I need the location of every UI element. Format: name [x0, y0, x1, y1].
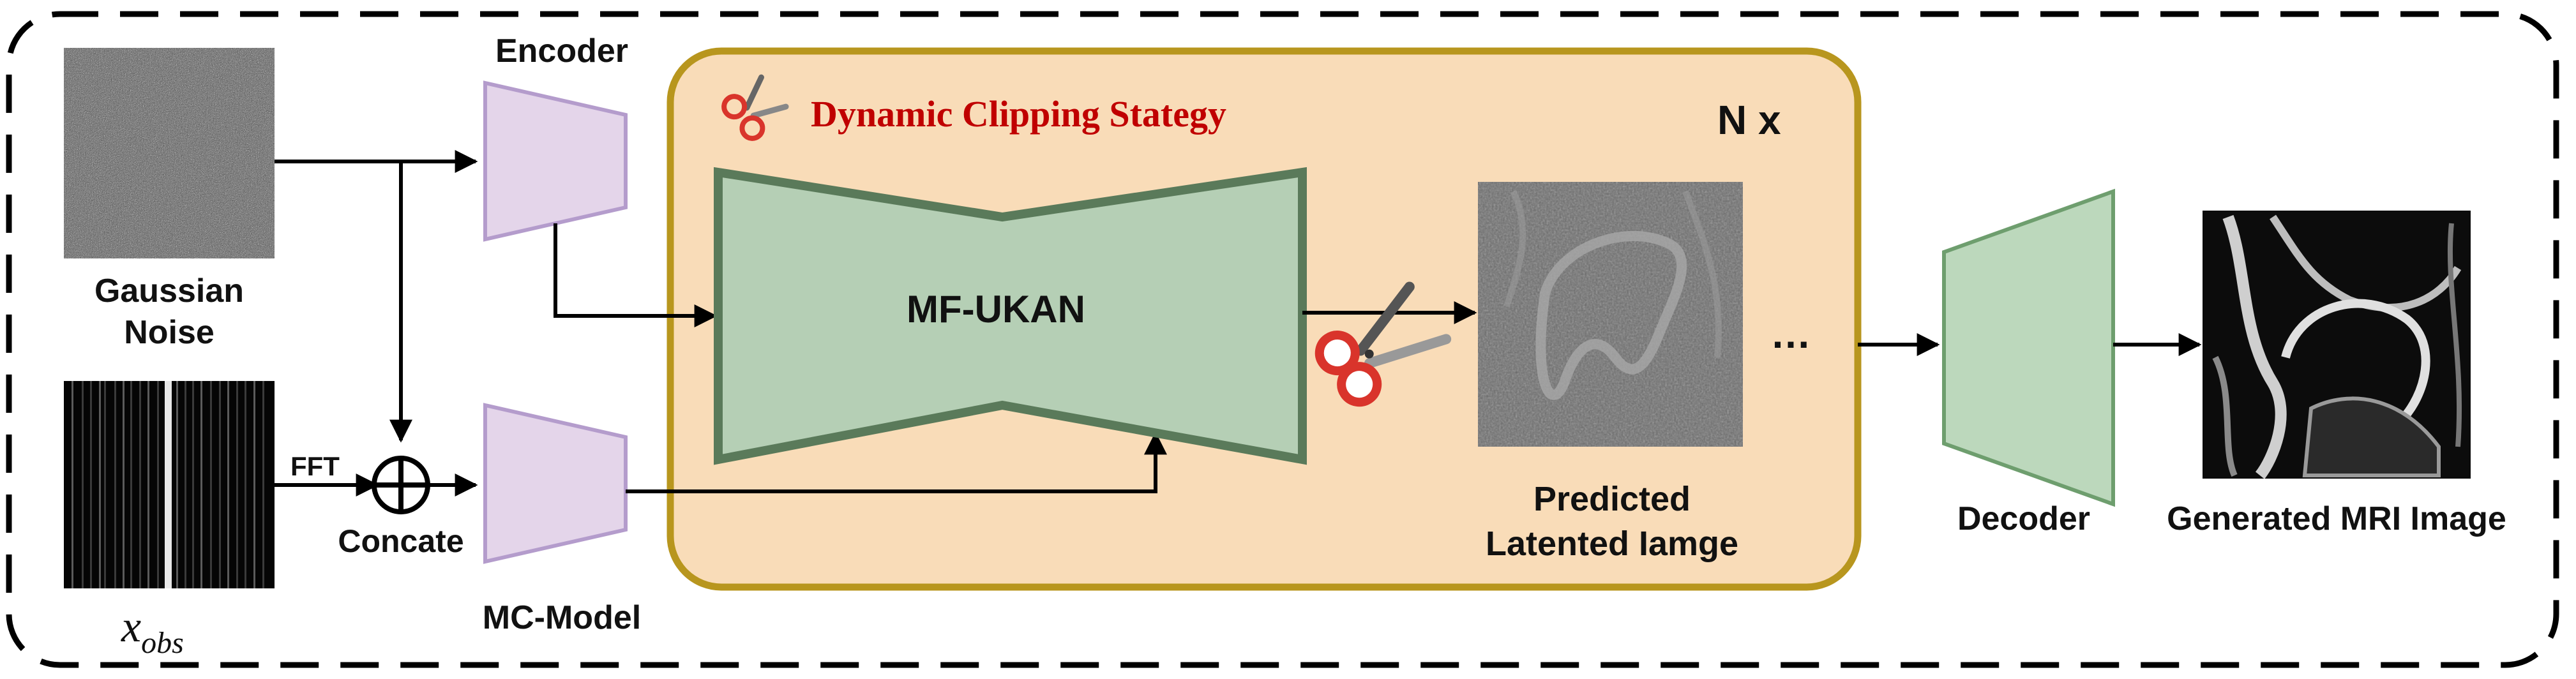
concat-circle-icon [372, 456, 430, 514]
gaussian-label-line2: Noise [124, 314, 215, 351]
mc-model-block [483, 403, 628, 564]
kspace-image [64, 381, 275, 588]
predicted-label-line2: Latented Iamge [1486, 525, 1738, 563]
predicted-latent-image [1478, 182, 1743, 447]
mf-ukan-block [714, 167, 1307, 465]
x-obs-label: xobs [121, 602, 184, 660]
concate-label: Concate [338, 523, 463, 559]
encoder-label: Encoder [495, 33, 628, 70]
arrow-encoder-to-ukan [554, 223, 718, 327]
mc-model-label: MC-Model [483, 599, 641, 636]
fft-label: FFT [290, 451, 340, 481]
decoder-block [1942, 188, 2115, 507]
gaussian-noise-image [64, 48, 275, 258]
decoder-label: Decoder [1957, 500, 2090, 537]
clipping-title: Dynamic Clipping Stategy [811, 93, 1226, 135]
mf-ukan-label: MF-UKAN [907, 288, 1085, 331]
scissors-icon [721, 74, 789, 141]
generated-label: Generated MRI Image [2167, 500, 2506, 537]
ellipsis: … [1770, 311, 1811, 357]
encoder-block [483, 80, 628, 242]
outer-frame [6, 11, 2559, 668]
generated-mri-image [2203, 211, 2471, 479]
predicted-label-line1: Predicted [1533, 480, 1691, 518]
repeat-label: N x [1717, 97, 1781, 143]
gaussian-label-line1: Gaussian [94, 272, 244, 310]
scissors-icon [1314, 281, 1452, 407]
arrow-mc-to-ukan [626, 431, 1167, 493]
